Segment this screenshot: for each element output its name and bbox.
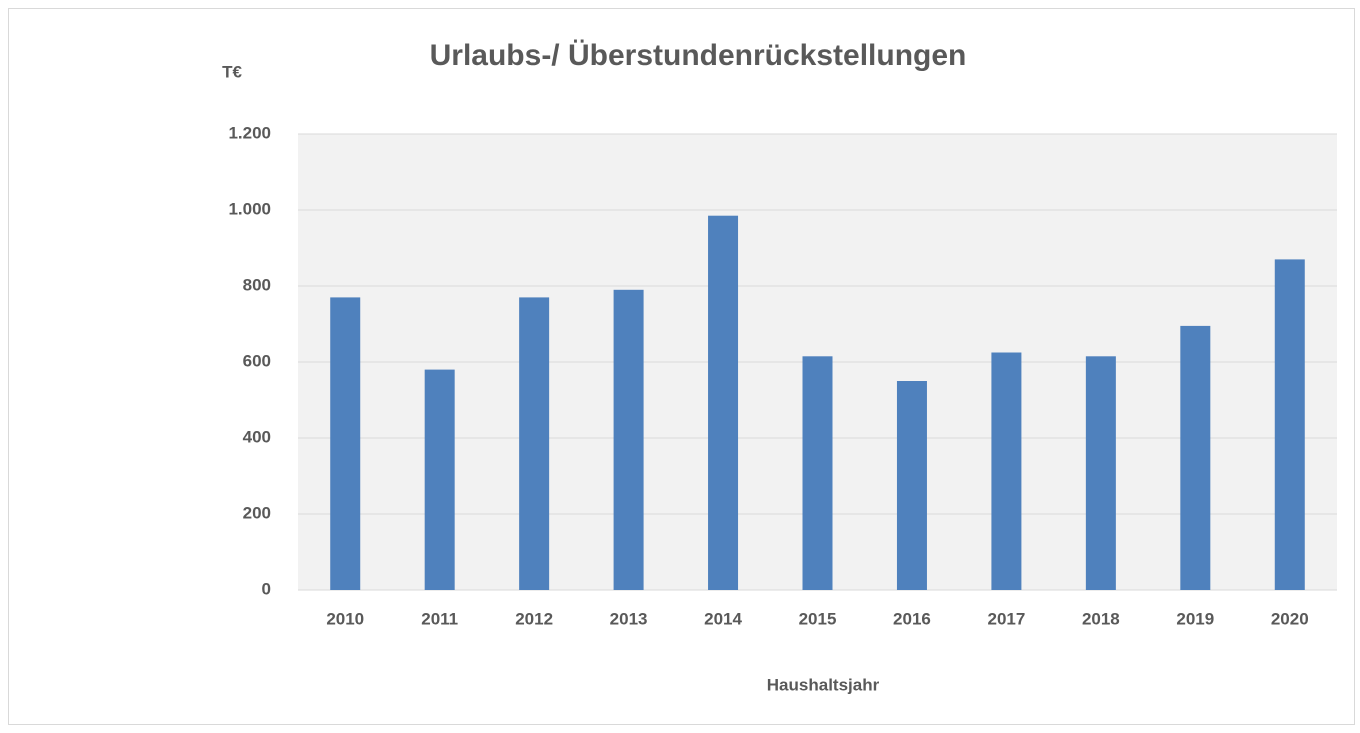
y-axis-label: T€ (222, 62, 242, 81)
bar (1085, 356, 1116, 590)
x-tick-label: 2019 (1176, 609, 1214, 628)
bar (424, 369, 455, 590)
bar (991, 352, 1022, 590)
bar (802, 356, 833, 590)
bar (708, 215, 739, 590)
x-tick-label: 2010 (326, 609, 364, 628)
y-tick-label: 200 (243, 503, 271, 522)
y-tick-label: 800 (243, 275, 271, 294)
x-tick-label: 2016 (893, 609, 931, 628)
y-tick-label: 1.000 (228, 199, 271, 218)
y-tick-label: 400 (243, 427, 271, 446)
chart-title: Urlaubs-/ Überstundenrückstellungen (430, 39, 967, 72)
x-axis-label: Haushaltsjahr (767, 675, 880, 694)
y-tick-label: 1.200 (228, 123, 271, 142)
bar (519, 297, 550, 590)
bar (1180, 325, 1211, 590)
bar (1274, 259, 1305, 590)
bar (330, 297, 361, 590)
x-tick-label: 2012 (515, 609, 553, 628)
x-tick-label: 2013 (610, 609, 648, 628)
y-tick-label: 600 (243, 351, 271, 370)
x-tick-label: 2014 (704, 609, 742, 628)
y-tick-label: 0 (262, 579, 271, 598)
x-tick-label: 2011 (421, 609, 458, 628)
x-tick-label: 2017 (987, 609, 1025, 628)
x-tick-label: 2015 (799, 609, 837, 628)
x-tick-label: 2018 (1082, 609, 1120, 628)
bar (896, 381, 927, 590)
x-tick-label: 2020 (1271, 609, 1309, 628)
bar (613, 289, 644, 590)
